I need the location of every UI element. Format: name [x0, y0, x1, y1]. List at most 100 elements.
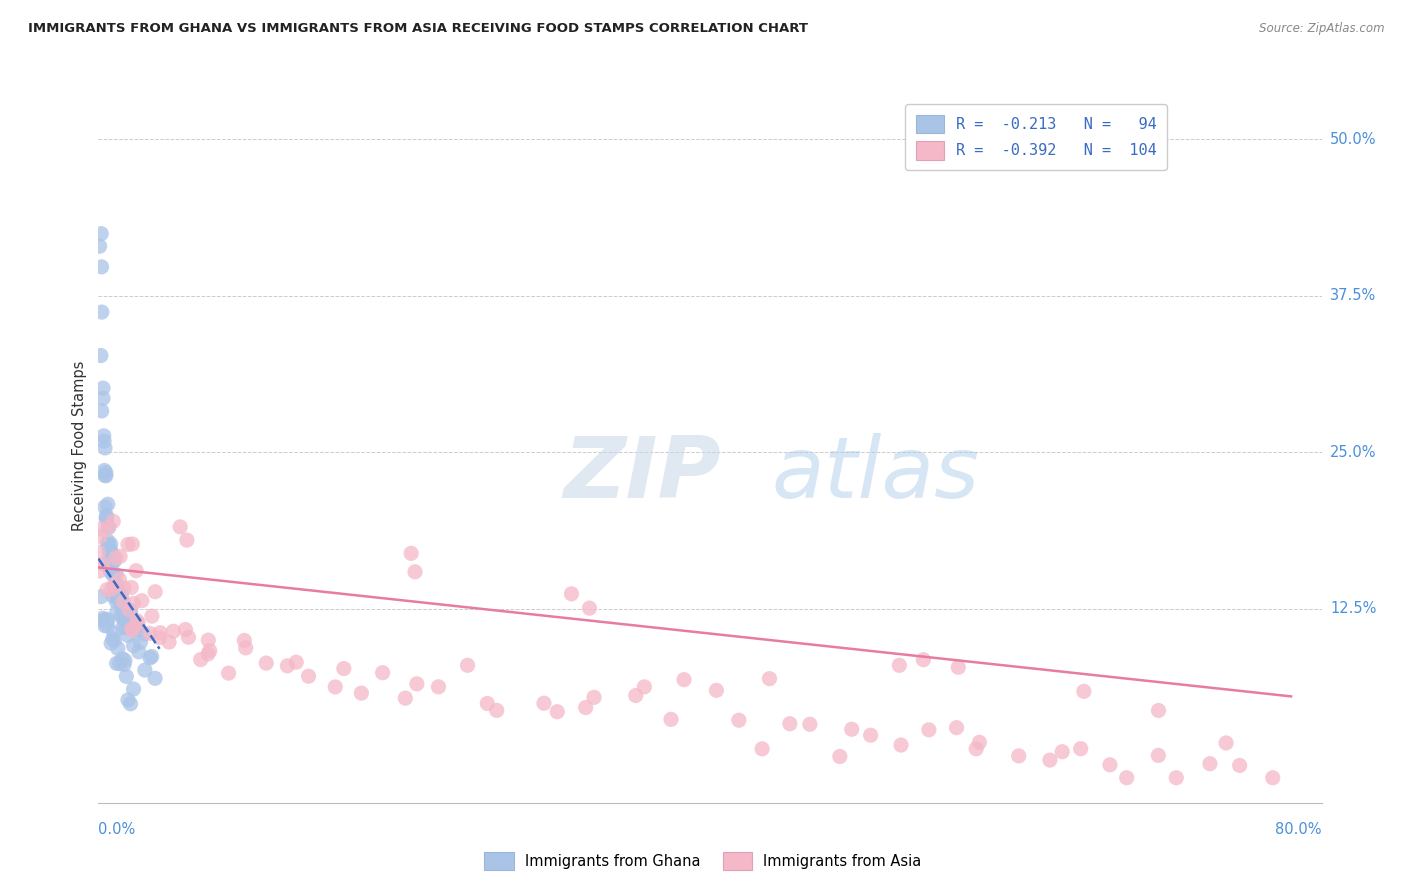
Point: [125, 617, 148, 632]
Point: [93, 463, 115, 477]
Point: [1147, 704, 1170, 718]
Point: [97, 614, 120, 628]
Point: [117, 537, 139, 551]
Text: 0.0%: 0.0%: [98, 822, 135, 837]
Point: [122, 639, 145, 653]
Point: [90, 590, 112, 604]
Point: [141, 609, 163, 624]
Point: [143, 584, 166, 599]
Point: [105, 567, 128, 582]
Point: [111, 605, 134, 619]
Point: [125, 564, 148, 578]
Point: [859, 728, 882, 742]
Point: [918, 723, 941, 737]
Point: [108, 590, 131, 604]
Point: [1115, 771, 1137, 785]
Point: [427, 680, 450, 694]
Point: [96, 612, 118, 626]
Point: [103, 554, 125, 568]
Point: [1073, 684, 1095, 698]
Point: [97, 534, 120, 549]
Point: [89, 239, 111, 253]
Point: [1166, 771, 1188, 785]
Point: [112, 613, 135, 627]
Point: [404, 565, 426, 579]
Point: [1008, 748, 1031, 763]
Point: [107, 590, 129, 604]
Legend: Immigrants from Ghana, Immigrants from Asia: Immigrants from Ghana, Immigrants from A…: [478, 847, 928, 876]
Point: [108, 657, 131, 671]
Point: [297, 669, 319, 683]
Point: [98, 563, 121, 577]
Point: [93, 429, 115, 443]
Point: [138, 626, 160, 640]
Point: [94, 466, 117, 480]
Point: [405, 677, 427, 691]
Point: [118, 603, 141, 617]
Point: [333, 662, 356, 676]
Point: [235, 640, 257, 655]
Point: [828, 749, 851, 764]
Point: [285, 655, 308, 669]
Point: [120, 697, 142, 711]
Text: 37.5%: 37.5%: [1330, 288, 1376, 303]
Point: [97, 521, 120, 535]
Point: [546, 705, 568, 719]
Point: [121, 623, 143, 637]
Point: [399, 546, 422, 560]
Point: [94, 500, 117, 514]
Point: [107, 641, 129, 656]
Point: [87, 564, 110, 578]
Point: [104, 581, 127, 595]
Point: [190, 652, 212, 666]
Point: [105, 595, 128, 609]
Point: [105, 578, 128, 592]
Point: [132, 627, 155, 641]
Point: [841, 723, 863, 737]
Point: [122, 681, 145, 696]
Point: [125, 614, 148, 628]
Point: [1098, 757, 1121, 772]
Point: [97, 497, 120, 511]
Point: [969, 735, 991, 749]
Text: Source: ZipAtlas.com: Source: ZipAtlas.com: [1260, 22, 1385, 36]
Point: [533, 696, 555, 710]
Point: [758, 672, 780, 686]
Point: [94, 441, 117, 455]
Point: [90, 404, 112, 418]
Point: [1229, 758, 1251, 772]
Point: [103, 626, 125, 640]
Point: [197, 647, 219, 661]
Legend: R =  -0.213   N =   94, R =  -0.392   N =  104: R = -0.213 N = 94, R = -0.392 N = 104: [905, 104, 1167, 170]
Point: [121, 622, 143, 636]
Point: [131, 593, 153, 607]
Point: [129, 635, 152, 649]
Point: [101, 550, 124, 565]
Point: [115, 669, 138, 683]
Point: [118, 616, 141, 631]
Text: 12.5%: 12.5%: [1330, 601, 1376, 616]
Text: 80.0%: 80.0%: [1275, 822, 1322, 837]
Point: [103, 567, 125, 582]
Point: [174, 623, 197, 637]
Point: [114, 621, 136, 635]
Point: [90, 522, 112, 536]
Point: [233, 633, 256, 648]
Point: [477, 697, 499, 711]
Point: [890, 738, 912, 752]
Point: [889, 658, 911, 673]
Point: [105, 657, 128, 671]
Point: [105, 591, 128, 606]
Point: [90, 227, 112, 241]
Point: [103, 514, 125, 528]
Point: [100, 545, 122, 559]
Point: [582, 690, 605, 705]
Point: [101, 555, 124, 569]
Point: [122, 596, 145, 610]
Point: [1261, 771, 1284, 785]
Point: [457, 658, 479, 673]
Point: [149, 631, 172, 645]
Point: [94, 468, 117, 483]
Point: [117, 628, 139, 642]
Point: [659, 712, 682, 726]
